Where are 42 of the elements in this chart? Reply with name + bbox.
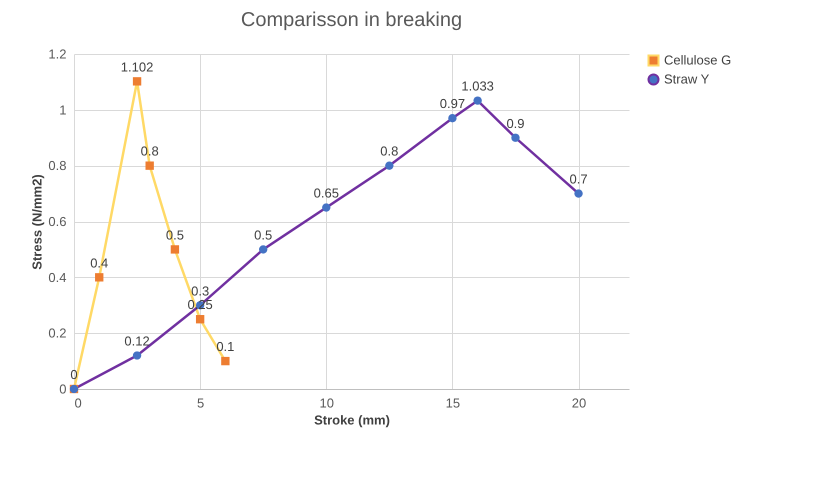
data-label: 0.7 [570, 172, 588, 187]
point [385, 161, 394, 170]
y-tick-label: 0.6 [48, 214, 66, 229]
data-label: 0.65 [314, 186, 339, 201]
point [511, 134, 520, 142]
y-tick-label: 0 [59, 382, 66, 396]
data-label: 0.8 [380, 144, 398, 159]
point [448, 114, 457, 122]
legend-label: Cellulose G [664, 52, 732, 68]
point [132, 77, 142, 86]
x-tick-label: 10 [320, 396, 334, 410]
y-tick-label: 0.2 [48, 326, 66, 341]
point [322, 203, 330, 212]
point [473, 96, 482, 105]
x-tick-label: 0 [74, 396, 82, 410]
y-tick-label: 1.2 [48, 46, 66, 62]
y-tick-label: 1 [59, 102, 66, 118]
point [196, 315, 204, 324]
y-axis-title: Stress (N/mm2) [29, 174, 44, 270]
point [574, 189, 583, 198]
point [132, 351, 142, 360]
point [170, 245, 180, 254]
point [259, 245, 268, 254]
x-tick-label: 15 [446, 396, 460, 410]
x-tick-label: 20 [572, 396, 586, 410]
data-label: 0.3 [191, 283, 210, 298]
data-label: 0.97 [440, 96, 466, 112]
data-label: 0.1 [216, 339, 234, 354]
chart-title: Comparisson in breaking [240, 9, 462, 31]
legend-label: Straw Y [664, 72, 710, 86]
data-label: 0.12 [124, 334, 150, 348]
y-tick-label: 0.4 [48, 270, 66, 285]
point [221, 356, 230, 366]
data-label: 1.102 [120, 59, 154, 74]
data-label: 0.5 [254, 227, 272, 242]
point [146, 161, 154, 170]
point [95, 273, 104, 282]
data-label: 0.9 [506, 116, 525, 131]
y-tick-label: 0.8 [48, 158, 66, 174]
x-axis-title: Stroke (mm) [314, 412, 390, 428]
data-label: 1.033 [461, 78, 494, 94]
x-tick-label: 5 [197, 396, 204, 410]
